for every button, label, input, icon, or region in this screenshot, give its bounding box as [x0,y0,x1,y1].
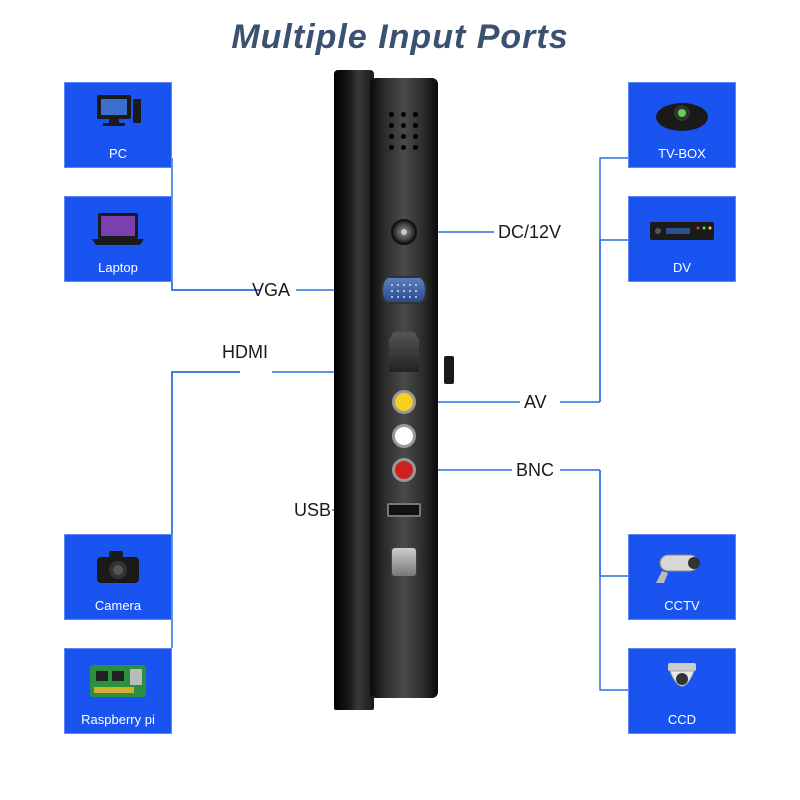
device-label: CCTV [664,598,699,613]
callout-line [600,470,628,690]
port-usb [387,503,421,517]
device-label: CCD [668,712,696,727]
device-box-camera: Camera [64,534,172,620]
device-box-pc: PC [64,82,172,168]
camera-icon [65,535,171,598]
receiver-icon [629,197,735,260]
page-title: Multiple Input Ports [0,18,800,57]
callout-line [172,282,260,290]
device-label: Camera [95,598,141,613]
port-label-hdmi: HDMI [222,342,268,363]
callout-line [600,158,628,402]
monitor-front-edge [334,70,374,710]
laptop-icon [65,197,171,260]
device-label: TV-BOX [658,146,706,161]
monitor-switch [444,356,454,384]
port-rca2 [392,424,416,448]
monitor-side-panel [370,78,438,698]
dome-icon [629,649,735,712]
callout-line [600,240,628,402]
callout-line [172,372,240,534]
port-av [392,390,416,414]
device-box-tvbox: TV-BOX [628,82,736,168]
port-label-dc: DC/12V [498,222,561,243]
device-box-cctv: CCTV [628,534,736,620]
device-label: DV [673,260,691,275]
device-label: Raspberry pi [81,712,155,727]
callout-line [172,158,260,290]
callout-line [172,372,240,648]
device-box-ccd: CCD [628,648,736,734]
console-icon [629,83,735,146]
port-label-av: AV [524,392,547,413]
port-hdmi [389,332,419,372]
device-label: Laptop [98,260,138,275]
board-icon [65,649,171,712]
port-dc [391,219,417,245]
port-label-usb: USB [294,500,331,521]
device-box-raspberry: Raspberry pi [64,648,172,734]
device-label: PC [109,146,127,161]
device-box-laptop: Laptop [64,196,172,282]
port-bncport [391,547,417,577]
port-vga [381,276,427,304]
port-rca3 [392,458,416,482]
device-box-dv: DV [628,196,736,282]
callout-line [600,470,628,576]
cctv-icon [629,535,735,598]
port-label-bnc: BNC [516,460,554,481]
desktop-icon [65,83,171,146]
port-label-vga: VGA [252,280,290,301]
